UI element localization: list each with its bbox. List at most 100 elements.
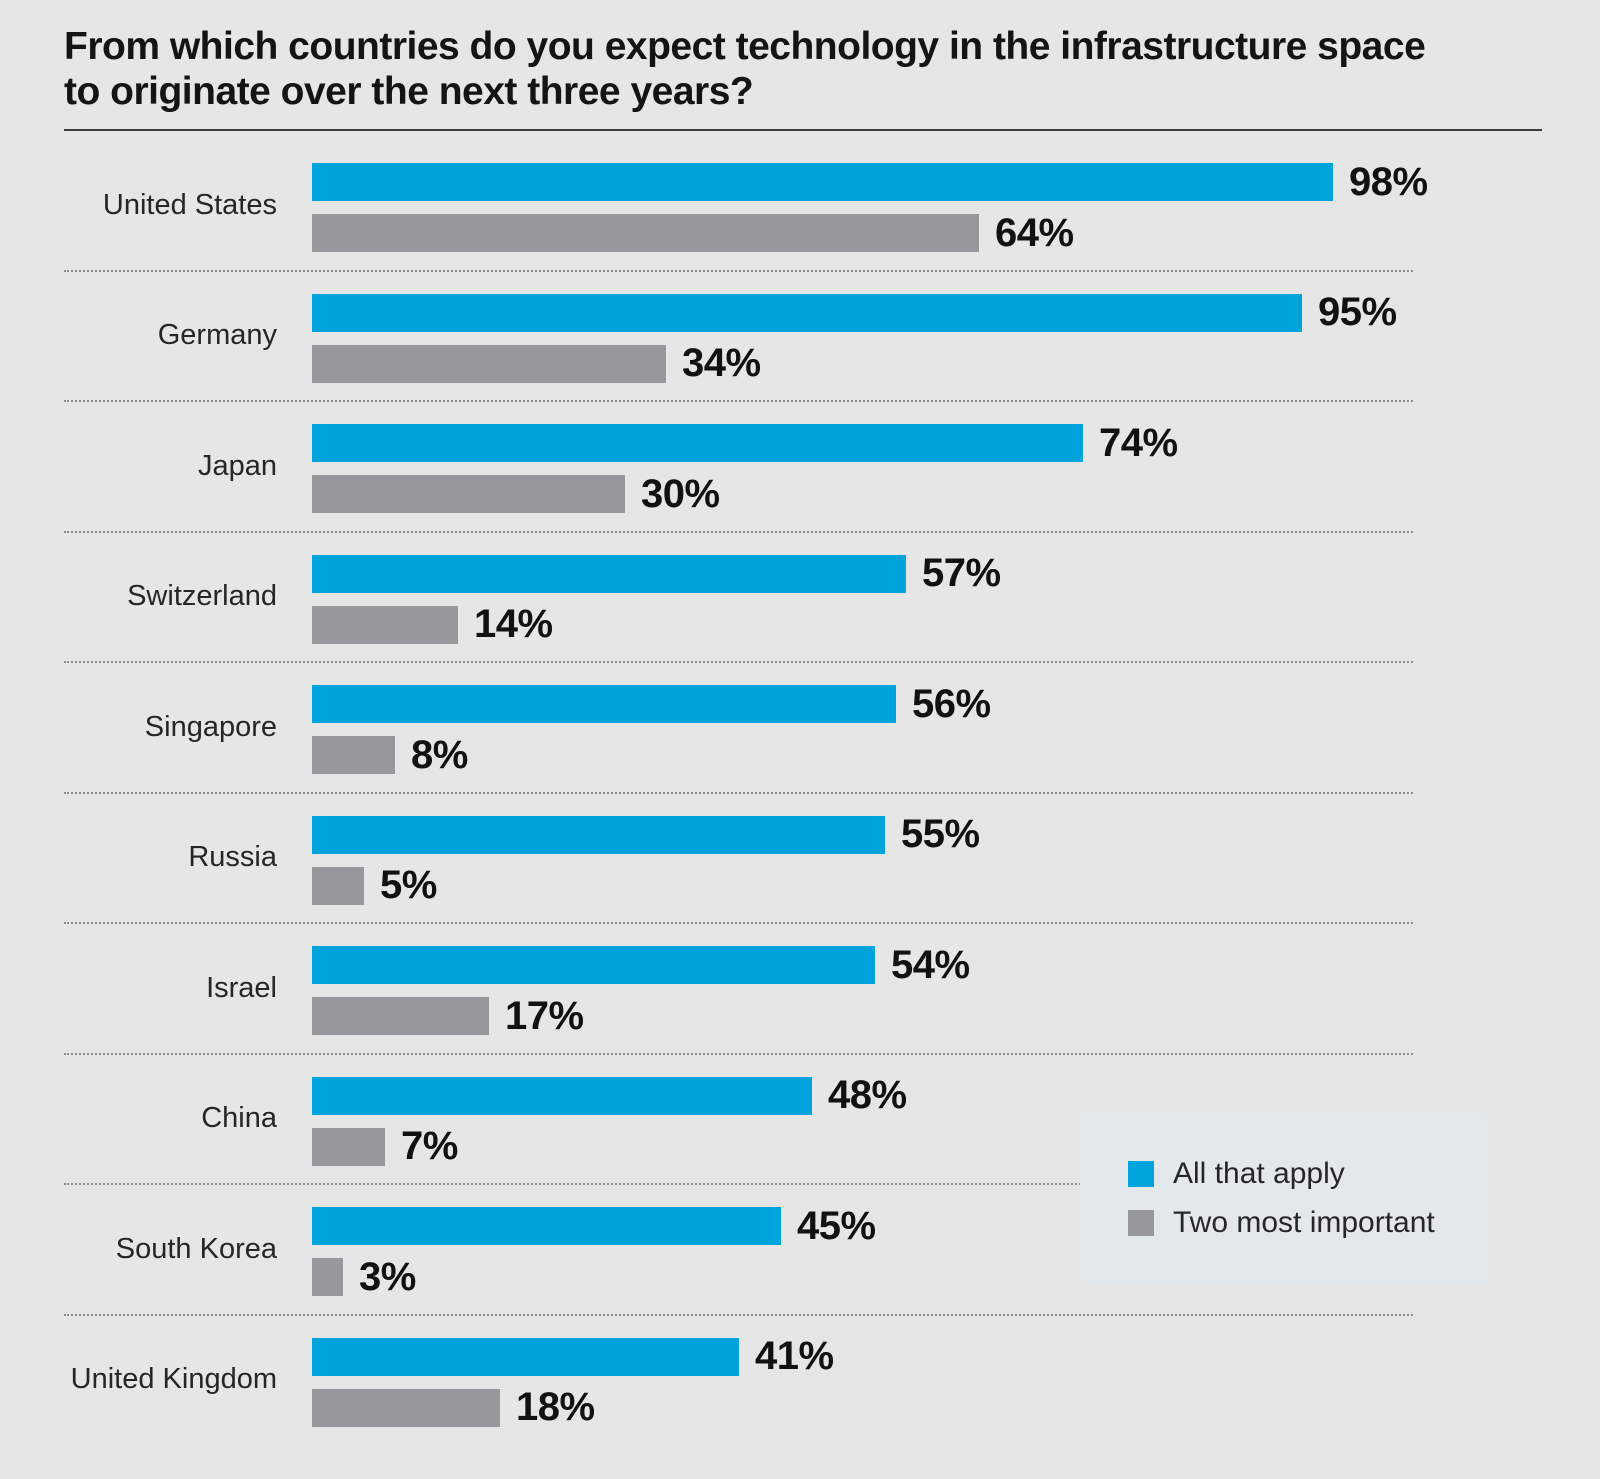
legend-label-two-most-important: Two most important [1173, 1205, 1435, 1239]
bar-two-most-important [312, 866, 364, 905]
bar-line: 7% [312, 1124, 907, 1168]
value-label-two-most-important: 17% [505, 993, 584, 1038]
value-label-all-that-apply: 55% [901, 812, 980, 856]
value-label-two-most-important: 18% [516, 1385, 595, 1429]
bar-line: 5% [312, 863, 980, 907]
value-label-all-that-apply: 98% [1349, 159, 1428, 204]
value-label-all-that-apply: 57% [922, 551, 1001, 595]
bar-line: 98% [312, 160, 1428, 204]
bar-chart: United States 98% 64% Germany 95% 34% Japan 74%… [64, 140, 1536, 1445]
value-label-all-that-apply: 48% [828, 1073, 907, 1117]
category-label: Singapore [144, 710, 277, 743]
category-label: Israel [206, 971, 277, 1004]
value-label-two-most-important: 3% [359, 1254, 416, 1299]
bar-line: 45% [312, 1204, 876, 1248]
bar-pair: 55% 5% [312, 793, 980, 924]
chart-row: Israel 54% 17% [64, 923, 1536, 1055]
bar-pair: 57% 14% [312, 532, 1001, 663]
bar-line: 18% [312, 1385, 834, 1429]
bar-pair: 56% 8% [312, 662, 991, 793]
bar-line: 74% [312, 421, 1178, 465]
category-label: China [201, 1102, 277, 1135]
chart-row: South Korea 45% 3% [64, 1184, 1536, 1316]
bar-line: 57% [312, 551, 1001, 595]
bar-all-that-apply [312, 1337, 739, 1376]
bar-two-most-important [312, 344, 666, 383]
row-separator [64, 400, 1413, 402]
bar-pair: 95% 34% [312, 271, 1397, 402]
category-label: Russia [188, 841, 277, 874]
chart-row: China 48% 7% [64, 1054, 1536, 1185]
chart-row: Japan 74% 30% [64, 401, 1536, 533]
bar-line: 95% [312, 290, 1397, 334]
bar-two-most-important [312, 997, 489, 1035]
chart-row: United Kingdom 41% 18% [64, 1315, 1536, 1446]
bar-line: 48% [312, 1073, 907, 1117]
category-label: Switzerland [127, 580, 277, 613]
row-separator [64, 530, 1413, 533]
bar-pair: 41% 18% [312, 1315, 834, 1446]
value-label-two-most-important: 5% [380, 863, 437, 907]
bar-line: 14% [312, 602, 1001, 646]
value-label-all-that-apply: 56% [912, 681, 991, 726]
bar-two-most-important [312, 214, 979, 252]
chart-title: From which countries do you expect techn… [64, 24, 1504, 114]
value-label-two-most-important: 34% [682, 341, 761, 385]
bar-all-that-apply [312, 293, 1302, 332]
bar-pair: 74% 30% [312, 401, 1178, 532]
bar-two-most-important [312, 1127, 385, 1166]
bar-line: 30% [312, 472, 1178, 516]
bar-line: 56% [312, 682, 991, 726]
row-separator [64, 1052, 1413, 1055]
bar-two-most-important [312, 736, 395, 774]
value-label-two-most-important: 8% [411, 732, 468, 777]
value-label-all-that-apply: 41% [755, 1334, 834, 1378]
bar-pair: 48% 7% [312, 1054, 907, 1185]
row-separator [64, 1183, 1413, 1185]
bar-pair: 98% 64% [312, 140, 1428, 271]
bar-pair: 45% 3% [312, 1184, 876, 1315]
chart-title-line1: From which countries do you expect techn… [64, 25, 1426, 68]
bar-line: 3% [312, 1255, 876, 1299]
category-label: United Kingdom [70, 1363, 277, 1396]
row-separator [64, 791, 1413, 794]
value-label-two-most-important: 64% [995, 210, 1074, 255]
bar-all-that-apply [312, 163, 1333, 201]
legend-swatch-gray-icon [1128, 1209, 1154, 1236]
row-separator [64, 1313, 1413, 1316]
bar-line: 41% [312, 1334, 834, 1378]
category-label: United States [102, 188, 277, 221]
bar-line: 8% [312, 733, 991, 777]
value-label-two-most-important: 14% [474, 602, 553, 646]
bar-pair: 54% 17% [312, 923, 970, 1054]
bar-two-most-important [312, 1258, 343, 1296]
bar-two-most-important [312, 1388, 500, 1427]
legend-label-all-that-apply: All that apply [1173, 1156, 1345, 1190]
value-label-two-most-important: 7% [401, 1124, 458, 1168]
chart-row: Switzerland 57% 14% [64, 532, 1536, 663]
value-label-all-that-apply: 45% [797, 1203, 876, 1248]
legend-swatch-blue-icon [1128, 1160, 1154, 1187]
value-label-all-that-apply: 95% [1318, 290, 1397, 334]
value-label-all-that-apply: 74% [1099, 420, 1178, 465]
bar-line: 34% [312, 341, 1397, 385]
category-label: South Korea [115, 1232, 277, 1265]
bar-all-that-apply [312, 685, 896, 723]
bar-all-that-apply [312, 815, 885, 854]
bar-two-most-important [312, 605, 458, 644]
bar-all-that-apply [312, 1207, 781, 1245]
bar-two-most-important [312, 475, 625, 513]
chart-row: Russia 55% 5% [64, 793, 1536, 924]
chart-row: United States 98% 64% [64, 140, 1536, 272]
bar-all-that-apply [312, 554, 906, 593]
legend-item-all-that-apply: All that apply [1128, 1157, 1487, 1191]
chart-row: Singapore 56% 8% [64, 662, 1536, 794]
row-separator [64, 661, 1413, 663]
bar-line: 17% [312, 994, 970, 1038]
legend-item-two-most-important: Two most important [1128, 1206, 1487, 1240]
title-underline [64, 129, 1542, 131]
chart-row: Germany 95% 34% [64, 271, 1536, 402]
category-label: Japan [197, 449, 277, 482]
row-separator [64, 269, 1413, 272]
